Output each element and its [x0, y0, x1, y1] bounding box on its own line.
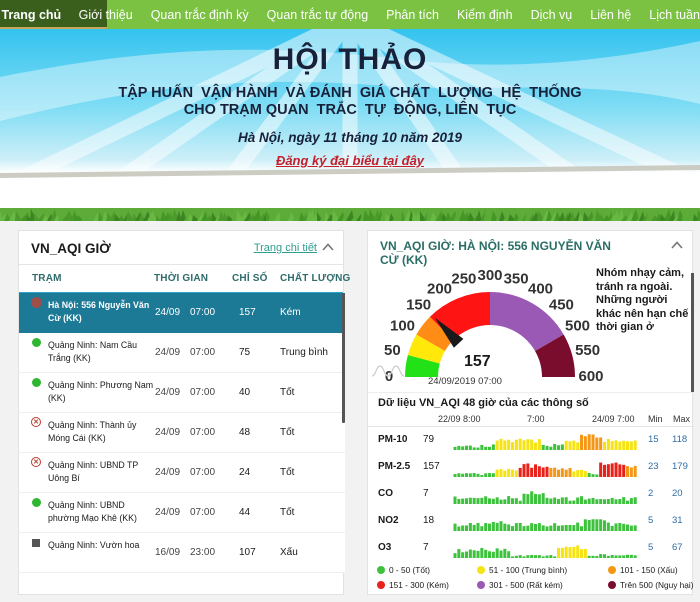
svg-text:350: 350	[504, 270, 529, 287]
svg-text:250: 250	[451, 270, 476, 287]
svg-text:150: 150	[406, 297, 431, 314]
svg-text:550: 550	[575, 342, 600, 359]
svg-text:50: 50	[384, 342, 401, 359]
svg-text:300: 300	[477, 267, 502, 284]
svg-text:400: 400	[528, 280, 553, 297]
svg-text:600: 600	[578, 368, 603, 385]
svg-text:100: 100	[390, 317, 415, 334]
svg-text:500: 500	[565, 317, 590, 334]
svg-text:200: 200	[427, 280, 452, 297]
svg-text:450: 450	[549, 297, 574, 314]
